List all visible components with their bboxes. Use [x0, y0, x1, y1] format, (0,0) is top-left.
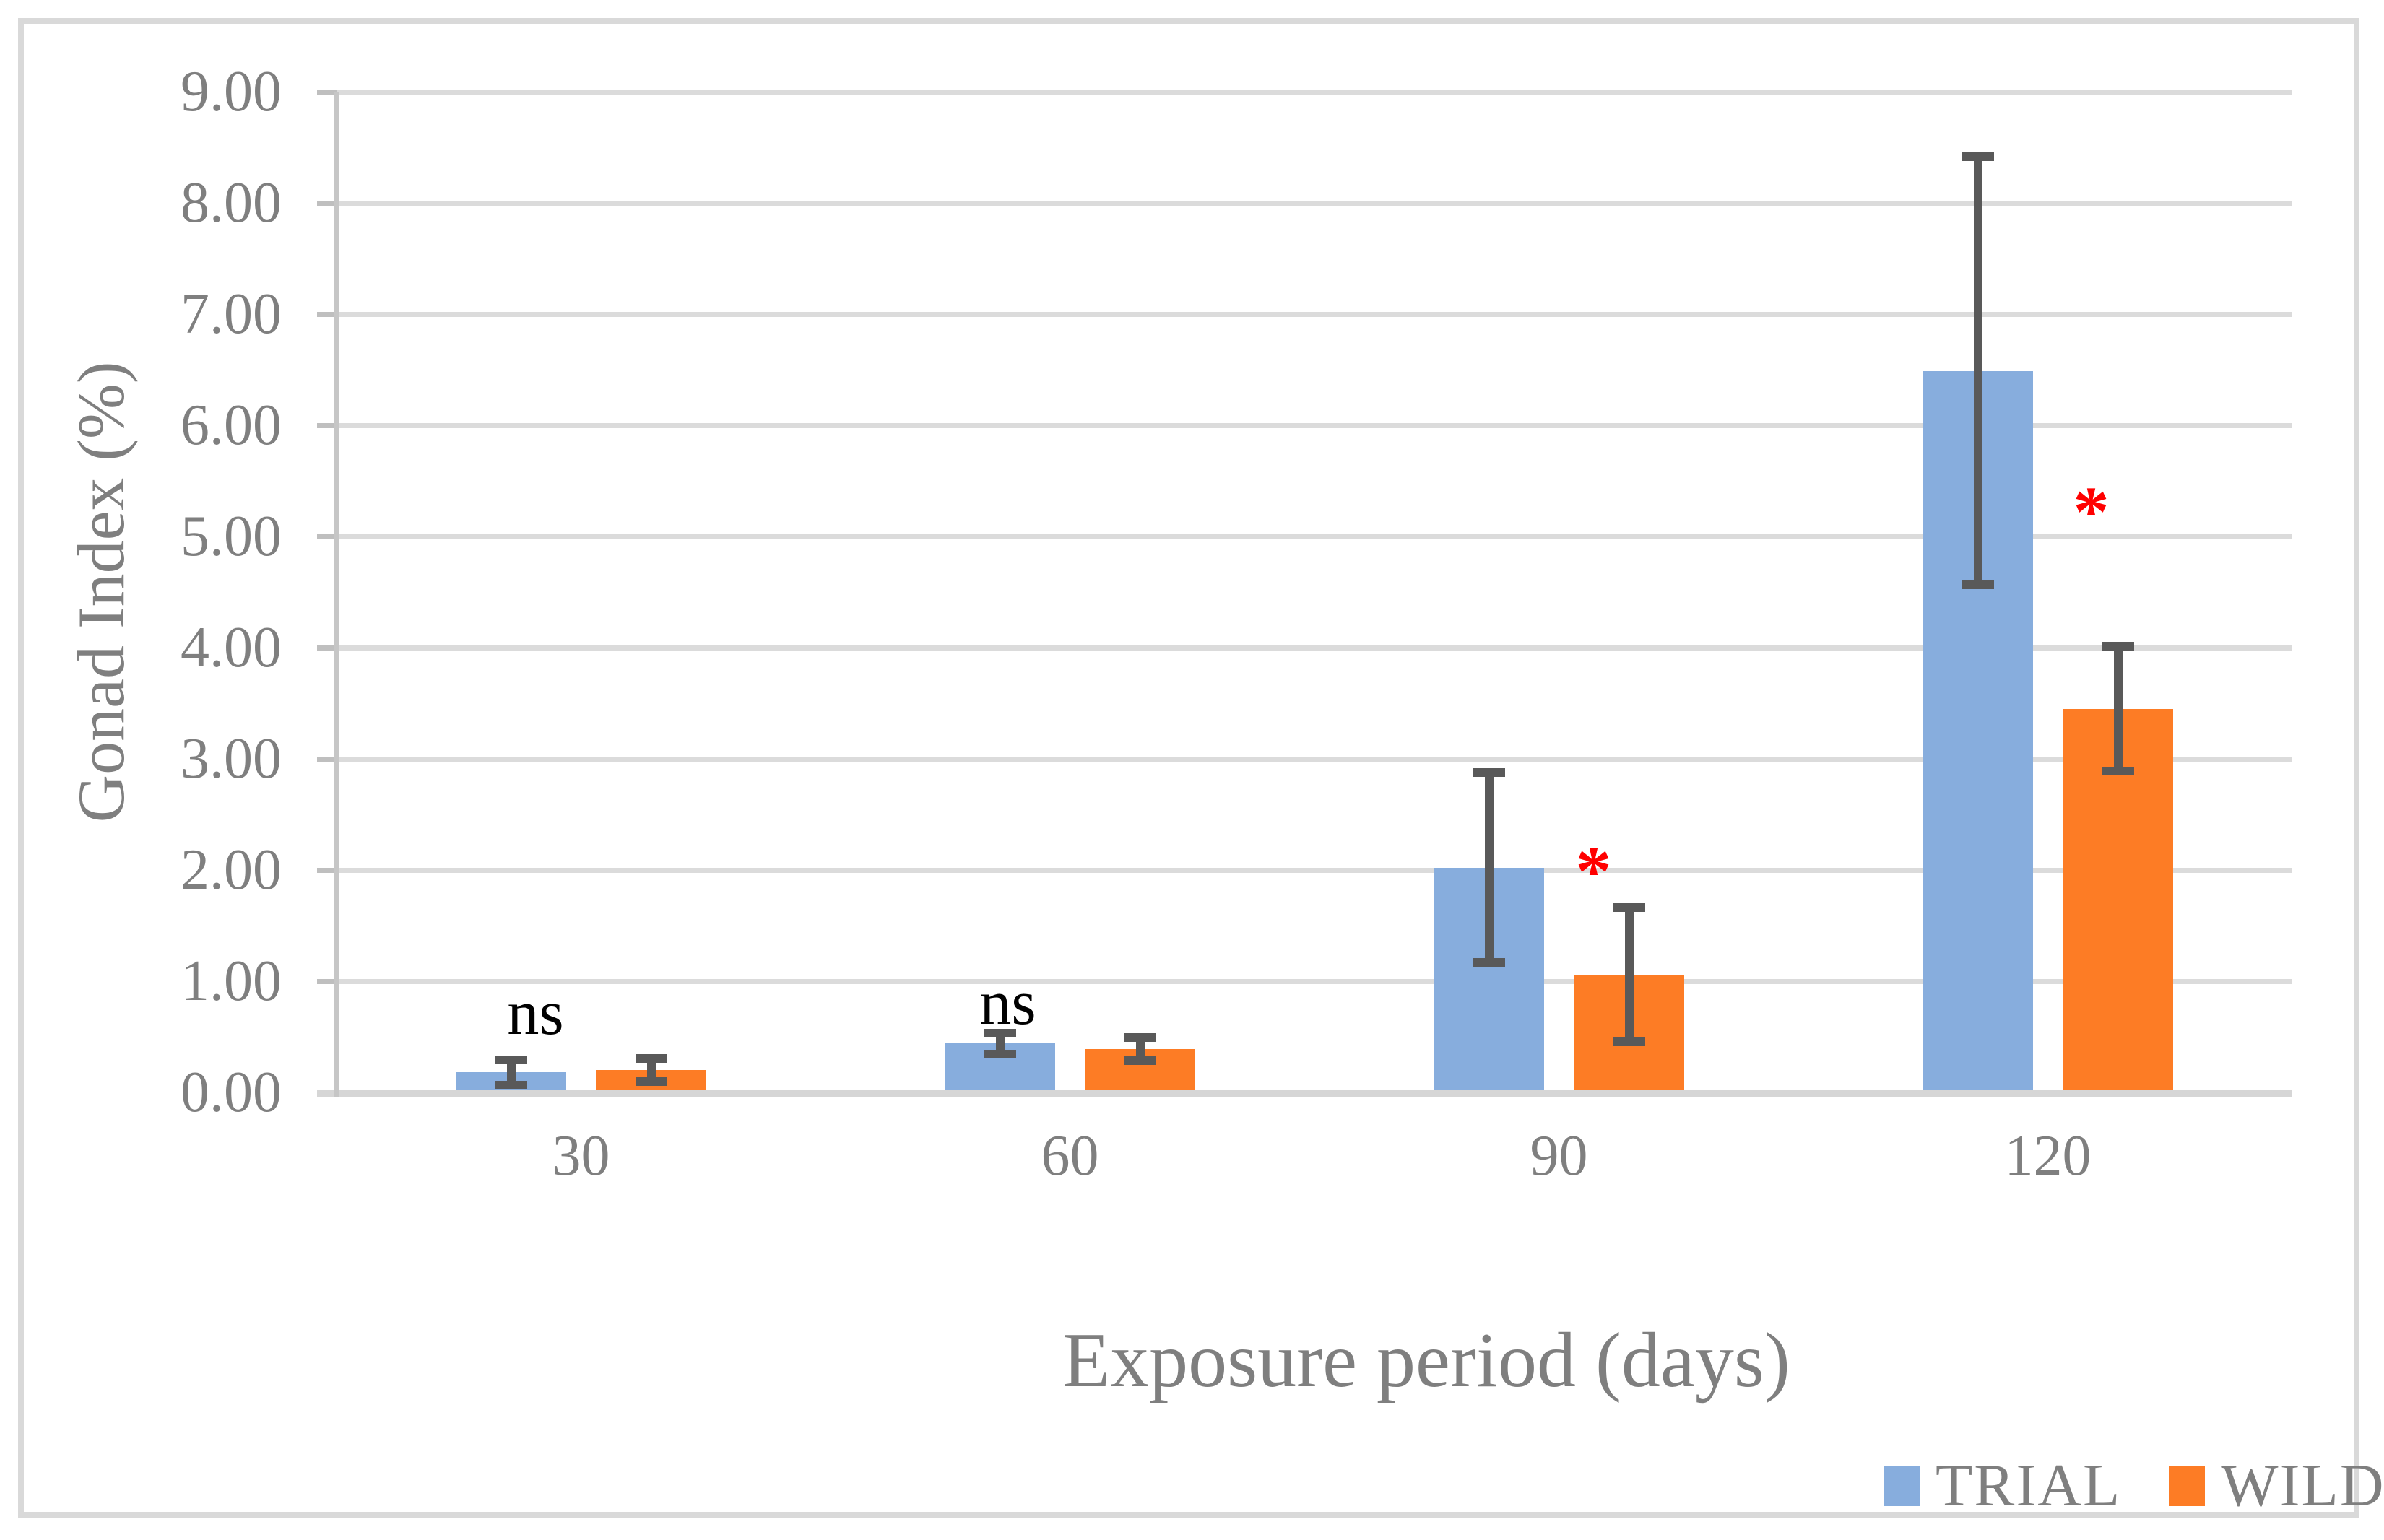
error-bar-cap-top: [1124, 1033, 1156, 1042]
x-axis-line: [317, 1090, 2292, 1097]
significance-star: *: [2073, 471, 2110, 552]
x-axis-title: Exposure period (days): [1062, 1318, 1790, 1404]
gridline: [337, 645, 2292, 651]
gridline: [337, 534, 2292, 539]
y-tick-label: 8.00: [181, 171, 282, 235]
gridline: [337, 757, 2292, 762]
y-tick-label: 1.00: [181, 949, 282, 1013]
y-axis-tick: [317, 868, 337, 873]
gridline: [337, 868, 2292, 873]
x-tick-label: 90: [1530, 1124, 1588, 1188]
legend-label-trial: TRIAL: [1936, 1452, 2122, 1519]
error-bar-stem: [1484, 772, 1494, 964]
y-tick-label: 2.00: [181, 838, 282, 902]
error-bar-cap-bottom: [1962, 580, 1994, 589]
error-bar-cap-bottom: [635, 1077, 667, 1087]
y-axis-tick: [317, 312, 337, 317]
error-bar-stem: [1624, 906, 1634, 1043]
y-tick-label: 7.00: [181, 282, 282, 346]
y-axis-tick: [317, 90, 337, 95]
error-bar-cap-top: [1962, 152, 1994, 162]
legend-swatch-trial: [1884, 1466, 1920, 1506]
gridline: [337, 201, 2292, 206]
error-bar-stem: [646, 1058, 656, 1083]
x-tick-label: 60: [1041, 1124, 1099, 1188]
significance-star: *: [1575, 830, 1612, 911]
y-axis-tick: [317, 423, 337, 428]
error-bar-cap-top: [1473, 768, 1505, 778]
error-bar-cap-top: [635, 1054, 667, 1063]
y-axis-tick: [317, 757, 337, 762]
error-bar-cap-bottom: [495, 1080, 527, 1089]
ns-annotation: ns: [979, 967, 1036, 1038]
y-tick-label: 4.00: [181, 616, 282, 679]
error-bar-cap-top: [1613, 902, 1645, 912]
y-axis-line: [334, 92, 339, 1097]
error-bar-cap-top: [495, 1055, 527, 1064]
error-bar-cap-bottom: [984, 1049, 1016, 1058]
legend-item-wild: WILD: [2169, 1456, 2384, 1516]
x-tick-label: 120: [2004, 1124, 2092, 1188]
y-axis-tick: [317, 645, 337, 651]
error-bar-stem: [506, 1058, 516, 1086]
error-bar-cap-bottom: [1473, 958, 1505, 967]
y-tick-label: 3.00: [181, 727, 282, 791]
legend-item-trial: TRIAL: [1884, 1456, 2121, 1516]
y-tick-label: 6.00: [181, 393, 282, 457]
error-bar-cap-bottom: [1124, 1056, 1156, 1065]
y-axis-tick: [317, 534, 337, 539]
y-axis-tick: [317, 979, 337, 984]
y-axis-title: Gonad Index (%): [64, 361, 138, 823]
y-axis-tick: [317, 201, 337, 206]
legend-swatch-wild: [2169, 1466, 2206, 1506]
error-bar-stem: [995, 1032, 1005, 1055]
error-bar-cap-top: [984, 1028, 1016, 1037]
gridline: [337, 979, 2292, 984]
legend-label-wild: WILD: [2221, 1452, 2384, 1519]
x-tick-label: 30: [552, 1124, 610, 1188]
legend: TRIAL WILD: [1884, 1456, 2384, 1516]
error-bar-stem: [1135, 1037, 1145, 1061]
y-tick-label: 0.00: [181, 1061, 282, 1124]
error-bar-cap-top: [2102, 641, 2134, 651]
error-bar-cap-bottom: [1613, 1037, 1645, 1046]
error-bar-stem: [1973, 156, 1982, 586]
error-bar-cap-bottom: [2102, 767, 2134, 776]
y-tick-label: 9.00: [181, 60, 282, 123]
ns-annotation: ns: [507, 978, 564, 1048]
y-tick-label: 5.00: [181, 505, 282, 568]
chart-border: [18, 18, 2359, 1518]
gridline: [337, 312, 2292, 317]
gridline: [337, 423, 2292, 428]
gridline: [337, 90, 2292, 95]
error-bar-stem: [2113, 645, 2123, 773]
